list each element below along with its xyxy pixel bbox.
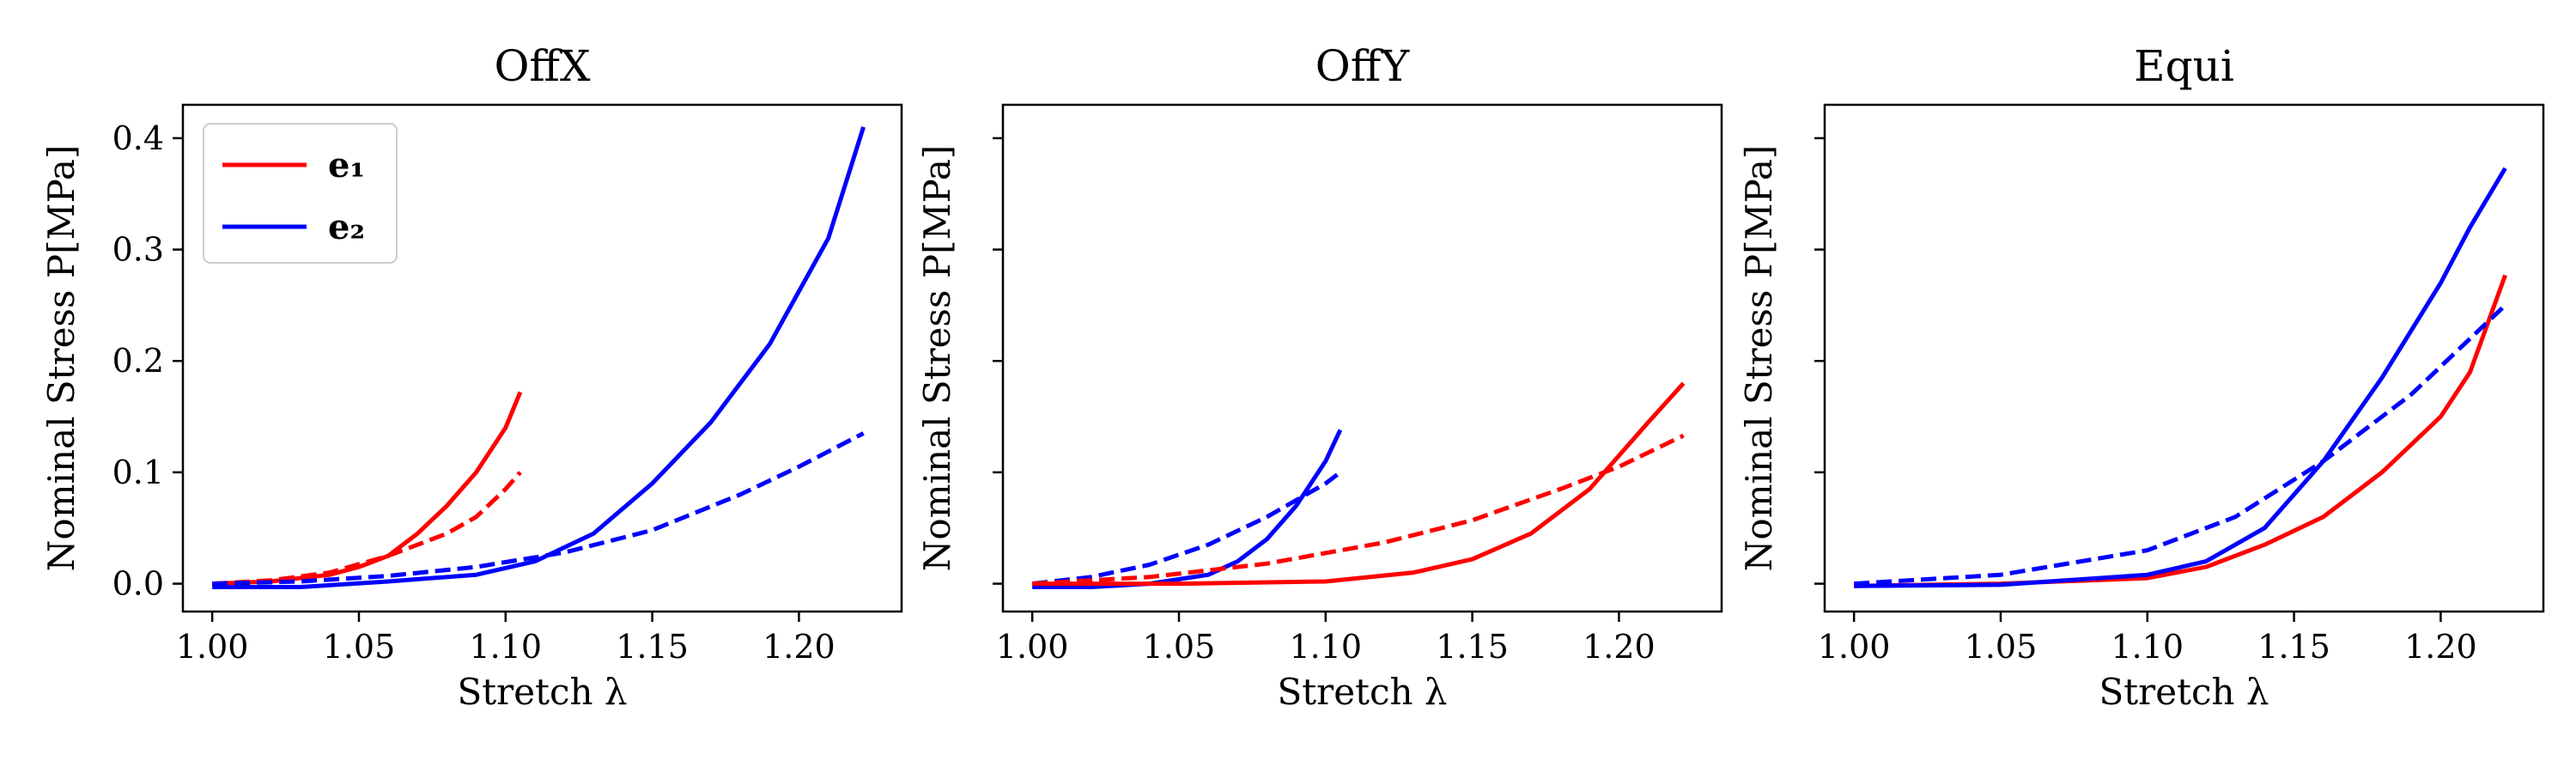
y-tick-label: 0.3 (112, 231, 164, 269)
series-line-dashed (212, 471, 522, 587)
plot-frame (1001, 103, 1723, 613)
chart-title: OffY (1315, 41, 1411, 91)
chart-title: OffX (494, 41, 591, 91)
y-tick-label: 0.2 (112, 342, 164, 380)
series-line-solid (1854, 167, 2507, 588)
legend-box (203, 123, 398, 264)
x-tick-label: 1.05 (323, 628, 396, 666)
panels: OffX 1.00 1.05 1.10 1.15 1.20 0.0 0.1 0.2 0.3 0.4 S… (40, 41, 2545, 713)
y-tick-label: 0.4 (112, 119, 164, 157)
y-axis-label: Nominal Stress P[MPa] (40, 145, 82, 572)
series-group (1031, 381, 1686, 589)
x-tick-label: 1.10 (2111, 628, 2184, 666)
legend-label: e₂ (328, 207, 365, 247)
x-tick-label: 1.00 (996, 628, 1069, 666)
legend: e₁ e₂ (203, 123, 398, 264)
series-line-dashed (212, 431, 865, 587)
chart-panel-3: Equi 1.00 1.05 1.10 1.15 1.20 Stretch λ Nominal… (1738, 41, 2545, 713)
series-line-solid (212, 391, 523, 587)
series-line-dashed (1032, 433, 1685, 587)
x-tick-label: 1.05 (1965, 628, 2038, 666)
plot-frame (1823, 103, 2545, 613)
x-tick-label: 1.15 (616, 628, 689, 666)
chart-panel-2: OffY 1.00 1.05 1.10 1.15 1.20 Stretch λ Nominal… (916, 41, 1723, 713)
chart-title: Equi (2134, 41, 2234, 91)
x-tick-label: 1.20 (1583, 628, 1656, 666)
legend-label: e₁ (328, 145, 365, 186)
x-tick-label: 1.15 (1436, 628, 1509, 666)
x-tick-label: 1.05 (1143, 628, 1216, 666)
series-line-solid (212, 126, 866, 589)
series-line-dashed (1031, 470, 1342, 587)
series-line-dashed (1854, 303, 2507, 587)
series-group (212, 126, 866, 589)
x-tick-label: 1.00 (176, 628, 249, 666)
x-tick-label: 1.20 (2404, 628, 2477, 666)
x-tick-label: 1.20 (762, 628, 835, 666)
y-axis-label: Nominal Stress P[MPa] (1738, 145, 1780, 572)
x-axis-label: Stretch λ (2099, 671, 2269, 713)
x-tick-label: 1.10 (469, 628, 542, 666)
y-axis-label: Nominal Stress P[MPa] (916, 145, 958, 572)
series-group (1854, 167, 2507, 588)
series-line-solid (1032, 429, 1343, 589)
y-tick-label: 0.0 (112, 565, 164, 603)
series-line-solid (1854, 274, 2507, 588)
x-tick-label: 1.15 (2257, 628, 2330, 666)
x-axis-label: Stretch λ (457, 671, 627, 713)
plot-frame (181, 103, 903, 613)
x-tick-label: 1.00 (1818, 628, 1891, 666)
chart-panel-1: OffX 1.00 1.05 1.10 1.15 1.20 0.0 0.1 0.2 0.3 0.4 S… (40, 41, 903, 713)
y-tick-label: 0.1 (112, 453, 164, 491)
x-axis-label: Stretch λ (1277, 671, 1447, 713)
series-line-solid (1032, 381, 1686, 587)
x-tick-label: 1.10 (1289, 628, 1362, 666)
